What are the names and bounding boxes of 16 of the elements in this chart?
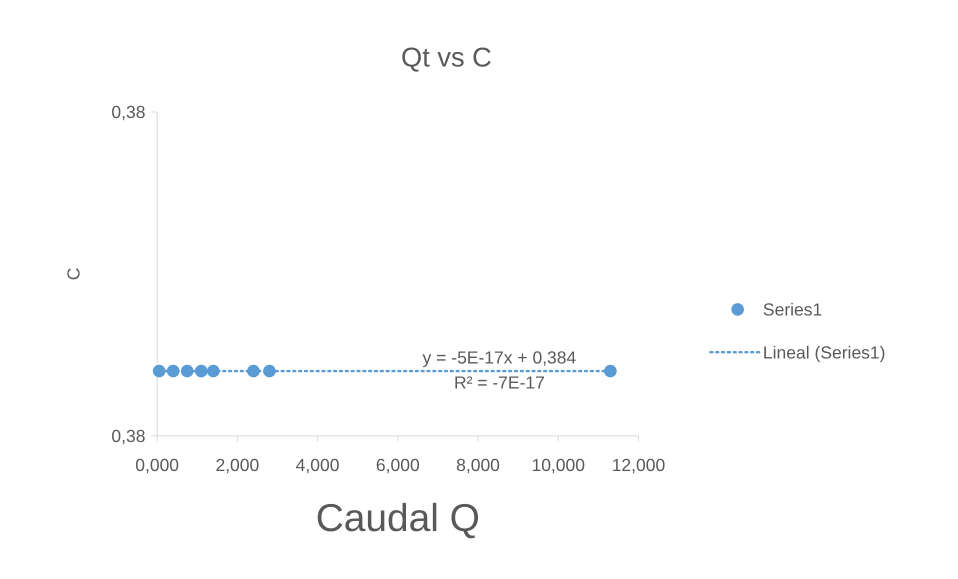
legend-label: Series1 — [762, 300, 822, 320]
x-tick-label: 2,000 — [215, 454, 260, 475]
legend-label: Lineal (Series1) — [762, 342, 886, 362]
x-tick-label: 6,000 — [376, 454, 420, 475]
y-tick-label: 0,38 — [111, 426, 146, 446]
chart-title: Qt vs C — [401, 41, 492, 72]
x-tick-label: 4,000 — [296, 454, 340, 475]
y-tick-label: 0,38 — [111, 102, 146, 122]
x-axis-title: Caudal Q — [316, 497, 480, 540]
x-tick-label: 12,000 — [612, 454, 666, 475]
x-tick-label: 0,000 — [135, 454, 180, 475]
annotation: R² = -7E-17 — [454, 372, 545, 393]
annotation: y = -5E-17x + 0,384 — [422, 347, 577, 368]
y-axis-title: C — [63, 268, 84, 280]
x-tick-label: 8,000 — [456, 454, 500, 475]
x-tick-label: 10,000 — [531, 454, 586, 475]
